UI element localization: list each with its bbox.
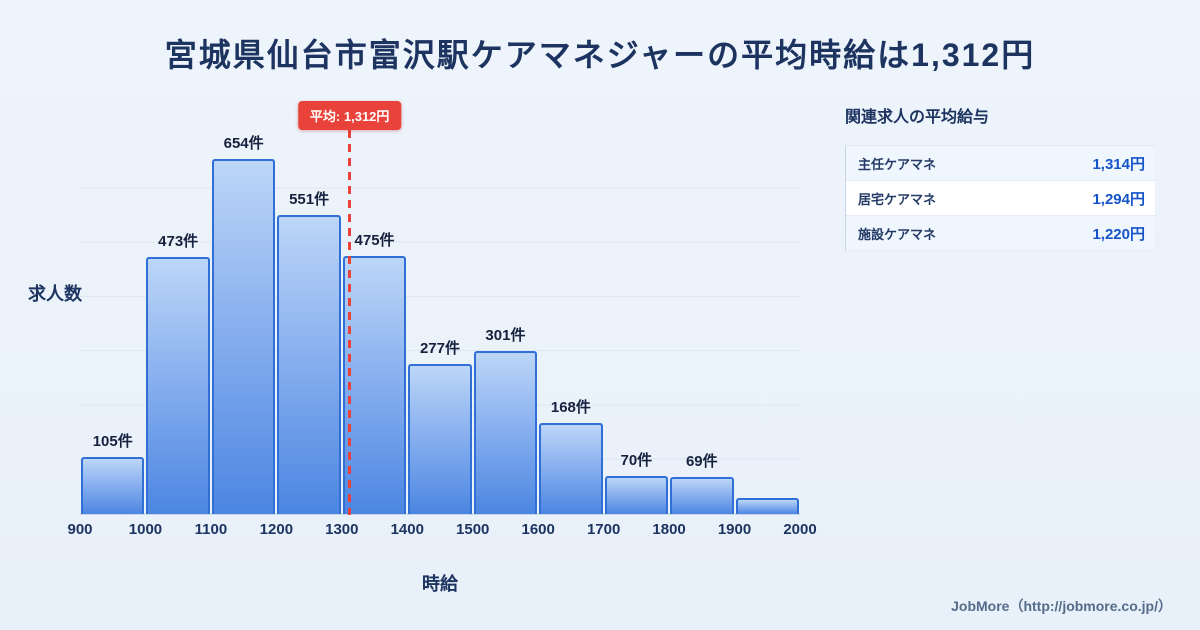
bar-value-label: 70件 — [620, 452, 653, 469]
panel-title: 関連求人の平均給与 — [845, 109, 990, 126]
bar-value-label: 301件 — [485, 326, 526, 344]
bar-value-label: 654件 — [223, 134, 264, 152]
job-wage-value: 1,220円 — [1092, 225, 1145, 243]
x-tick-label: 1200 — [259, 521, 294, 538]
bar-slot: 70件 — [604, 135, 669, 514]
bar-slot: 277件 — [407, 135, 472, 514]
histogram-bar — [277, 214, 341, 514]
x-tick-label: 1900 — [717, 521, 752, 538]
x-axis-label: 時給 — [422, 574, 458, 594]
bar-value-label: 475件 — [354, 232, 395, 250]
x-tick-label: 1600 — [521, 521, 555, 538]
average-line — [348, 130, 352, 515]
plot-area: 105件 473件 654件 551件 475件 277件 301件 168件 70件 69件 — [80, 135, 800, 515]
bar-value-label: 277件 — [419, 339, 460, 357]
x-tick-label: 1400 — [390, 521, 424, 538]
page-title: 宮城県仙台市富沢駅ケアマネジャーの平均時給は1,312円 — [164, 37, 1036, 73]
histogram-bar — [604, 476, 669, 514]
job-wage-value: 1,314円 — [1092, 155, 1145, 173]
histogram-bar — [342, 256, 407, 514]
histogram-bar — [539, 422, 603, 514]
x-tick-label: 1100 — [194, 521, 228, 538]
bar-value-label: 168件 — [550, 398, 591, 416]
x-tick-label: 2000 — [783, 521, 817, 538]
bars-container: 105件 473件 654件 551件 475件 277件 301件 168件 70件 69件 — [80, 135, 800, 514]
job-type-label: 居宅ケアマネ — [858, 191, 937, 207]
bar-slot: 475件 — [342, 135, 407, 514]
average-badge: 平均: 1,312円 — [297, 101, 402, 130]
bar-value-label: 473件 — [158, 233, 199, 251]
x-tick-label: 1800 — [652, 521, 686, 538]
table-row: 居宅ケアマネ 1,294円 — [846, 181, 1155, 216]
x-tick-label: 1300 — [325, 521, 359, 538]
bar-value-label: 105件 — [92, 433, 133, 450]
table-row: 主任ケアマネ 1,314円 — [846, 146, 1155, 181]
bar-slot: 168件 — [538, 135, 603, 514]
related-jobs-panel: 関連求人の平均給与 主任ケアマネ 1,314円 居宅ケアマネ 1,294円 施設… — [845, 103, 1155, 251]
histogram-bar — [473, 350, 538, 514]
x-tick-label: 1700 — [586, 521, 621, 538]
bar-slot: 69件 — [669, 135, 734, 514]
histogram-chart: 105件 473件 654件 551件 475件 277件 301件 168件 70件 69件 平… — [67, 95, 817, 538]
histogram-bar — [211, 158, 276, 514]
bar-value-label: 551件 — [289, 190, 330, 208]
x-tick-label: 1000 — [128, 521, 163, 538]
x-axis-ticks: 900 1000 1100 1200 1300 1400 1500 1600 1700 1800 1… — [67, 521, 816, 541]
x-tick-label: 900 — [67, 521, 93, 538]
bar-slot: 473件 — [145, 135, 210, 514]
job-type-label: 主任ケアマネ — [858, 156, 937, 172]
bar-slot: 105件 — [80, 135, 145, 514]
bar-slot — [735, 135, 800, 514]
histogram-bar — [735, 497, 799, 514]
histogram-bar — [81, 457, 145, 514]
job-wage-value: 1,294円 — [1092, 190, 1145, 208]
panel-table: 主任ケアマネ 1,314円 居宅ケアマネ 1,294円 施設ケアマネ 1,220… — [845, 145, 1155, 251]
table-row: 施設ケアマネ 1,220円 — [846, 216, 1155, 251]
bar-value-label: 69件 — [685, 452, 718, 470]
y-axis-label: 求人数 — [28, 284, 82, 304]
bar-slot: 654件 — [211, 135, 276, 514]
x-tick-label: 1500 — [456, 521, 490, 538]
job-type-label: 施設ケアマネ — [858, 226, 937, 242]
histogram-bar — [146, 257, 210, 514]
histogram-bar — [408, 363, 472, 514]
bar-slot: 551件 — [276, 135, 341, 514]
bar-slot: 301件 — [473, 135, 538, 514]
histogram-bar — [670, 476, 734, 514]
footer-credit: JobMore（http://jobmore.co.jp/） — [951, 598, 1172, 614]
